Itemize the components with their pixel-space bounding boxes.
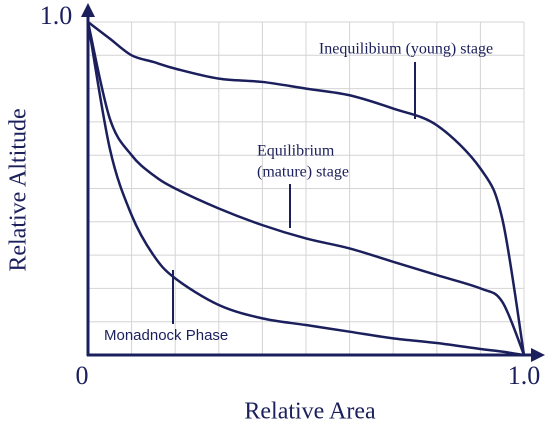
- x-arrow: [531, 348, 545, 362]
- curve: [87, 21, 526, 356]
- annotation: Monadnock Phase: [104, 327, 228, 344]
- curve: [86, 21, 525, 357]
- ticks: 0 1.0 1.0: [40, 1, 541, 390]
- y-tick-label: 1.0: [40, 1, 73, 30]
- annotation: (mature) stage: [257, 164, 349, 181]
- curve: [86, 21, 526, 356]
- plot: [86, 21, 526, 357]
- x-tick-label: 0: [76, 361, 89, 390]
- y-arrow: [81, 3, 95, 17]
- annotation: Equilibrium: [257, 143, 335, 160]
- y-axis-label: Relative Altitude: [6, 108, 32, 271]
- grid: [88, 21, 525, 355]
- x-tick-label: 1.0: [508, 361, 541, 390]
- x-axis-label: Relative Area: [244, 399, 376, 425]
- annotation: Inequilibium (young) stage: [319, 41, 493, 58]
